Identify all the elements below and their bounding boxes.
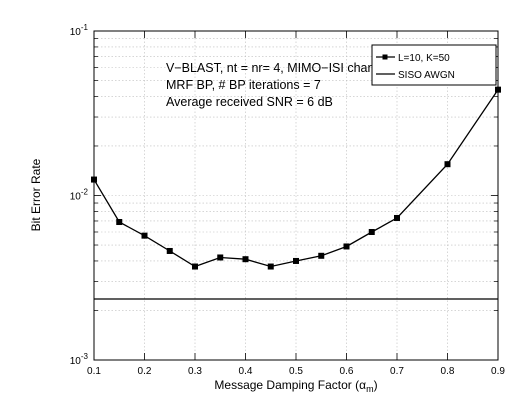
data-point <box>394 214 400 221</box>
data-point <box>343 243 350 250</box>
x-tick-label: 0.2 <box>138 366 152 377</box>
legend-box <box>371 44 497 86</box>
data-point <box>242 256 249 263</box>
x-axis-label-sub: m <box>366 384 374 394</box>
y-tick-exponent: -1 <box>81 23 89 32</box>
data-point <box>318 252 325 259</box>
y-tick-label: 10-3 <box>70 352 89 367</box>
x-axis-label: Message Damping Factor (αm) <box>214 378 377 394</box>
data-point <box>141 232 148 239</box>
data-point <box>192 263 198 270</box>
data-point <box>495 86 501 93</box>
annotation-line-2: MRF BP, # BP iterations = 7 <box>166 78 321 92</box>
y-axis-label: Bit Error Rate <box>29 158 43 231</box>
data-point <box>166 247 173 254</box>
x-tick-label: 0.7 <box>390 366 404 377</box>
series-layer <box>91 86 501 300</box>
y-tick-base: 10 <box>70 27 82 38</box>
x-tick-label: 0.9 <box>491 366 505 377</box>
data-point <box>368 228 375 235</box>
y-tick-label: 10-2 <box>70 188 89 203</box>
x-tick-label: 0.3 <box>188 366 202 377</box>
annotation-line-3: Average received SNR = 6 dB <box>166 95 333 109</box>
x-tick-label: 0.6 <box>340 366 354 377</box>
data-point <box>267 263 274 270</box>
annotation-block: V−BLAST, nt = nr= 4, MIMO−ISI channel MR… <box>166 61 391 109</box>
x-tick-label: 0.8 <box>441 366 455 377</box>
y-tick-exponent: -3 <box>81 352 89 361</box>
y-tick-base: 10 <box>70 192 82 203</box>
x-axis-label-close: ) <box>374 378 378 392</box>
x-tick-label: 0.5 <box>289 366 303 377</box>
legend-marker-series-1 <box>382 54 388 60</box>
data-point <box>217 254 224 261</box>
data-point <box>116 219 123 226</box>
y-tick-labels: 10-310-210-1 <box>70 23 89 367</box>
legend-label-series-1: L=10, K=50 <box>398 53 450 64</box>
annotation-line-1: V−BLAST, nt = nr= 4, MIMO−ISI channel <box>166 61 391 75</box>
data-point <box>293 257 299 264</box>
x-axis-label-main: Message Damping Factor (α <box>214 378 366 392</box>
x-tick-label: 0.4 <box>239 366 253 377</box>
x-tick-labels: 0.1 0.2 0.3 0.4 0.5 0.6 0.7 0.8 0.9 <box>87 366 505 377</box>
plot-frame <box>93 30 499 361</box>
legend: L=10, K=50 SISO AWGN <box>371 44 497 86</box>
x-tick-label: 0.1 <box>87 366 101 377</box>
data-point <box>91 176 97 183</box>
data-point <box>444 161 451 168</box>
legend-label-series-2: SISO AWGN <box>398 70 455 81</box>
y-tick-base: 10 <box>70 356 82 367</box>
y-tick-label: 10-1 <box>70 23 89 38</box>
y-tick-exponent: -2 <box>81 188 89 197</box>
